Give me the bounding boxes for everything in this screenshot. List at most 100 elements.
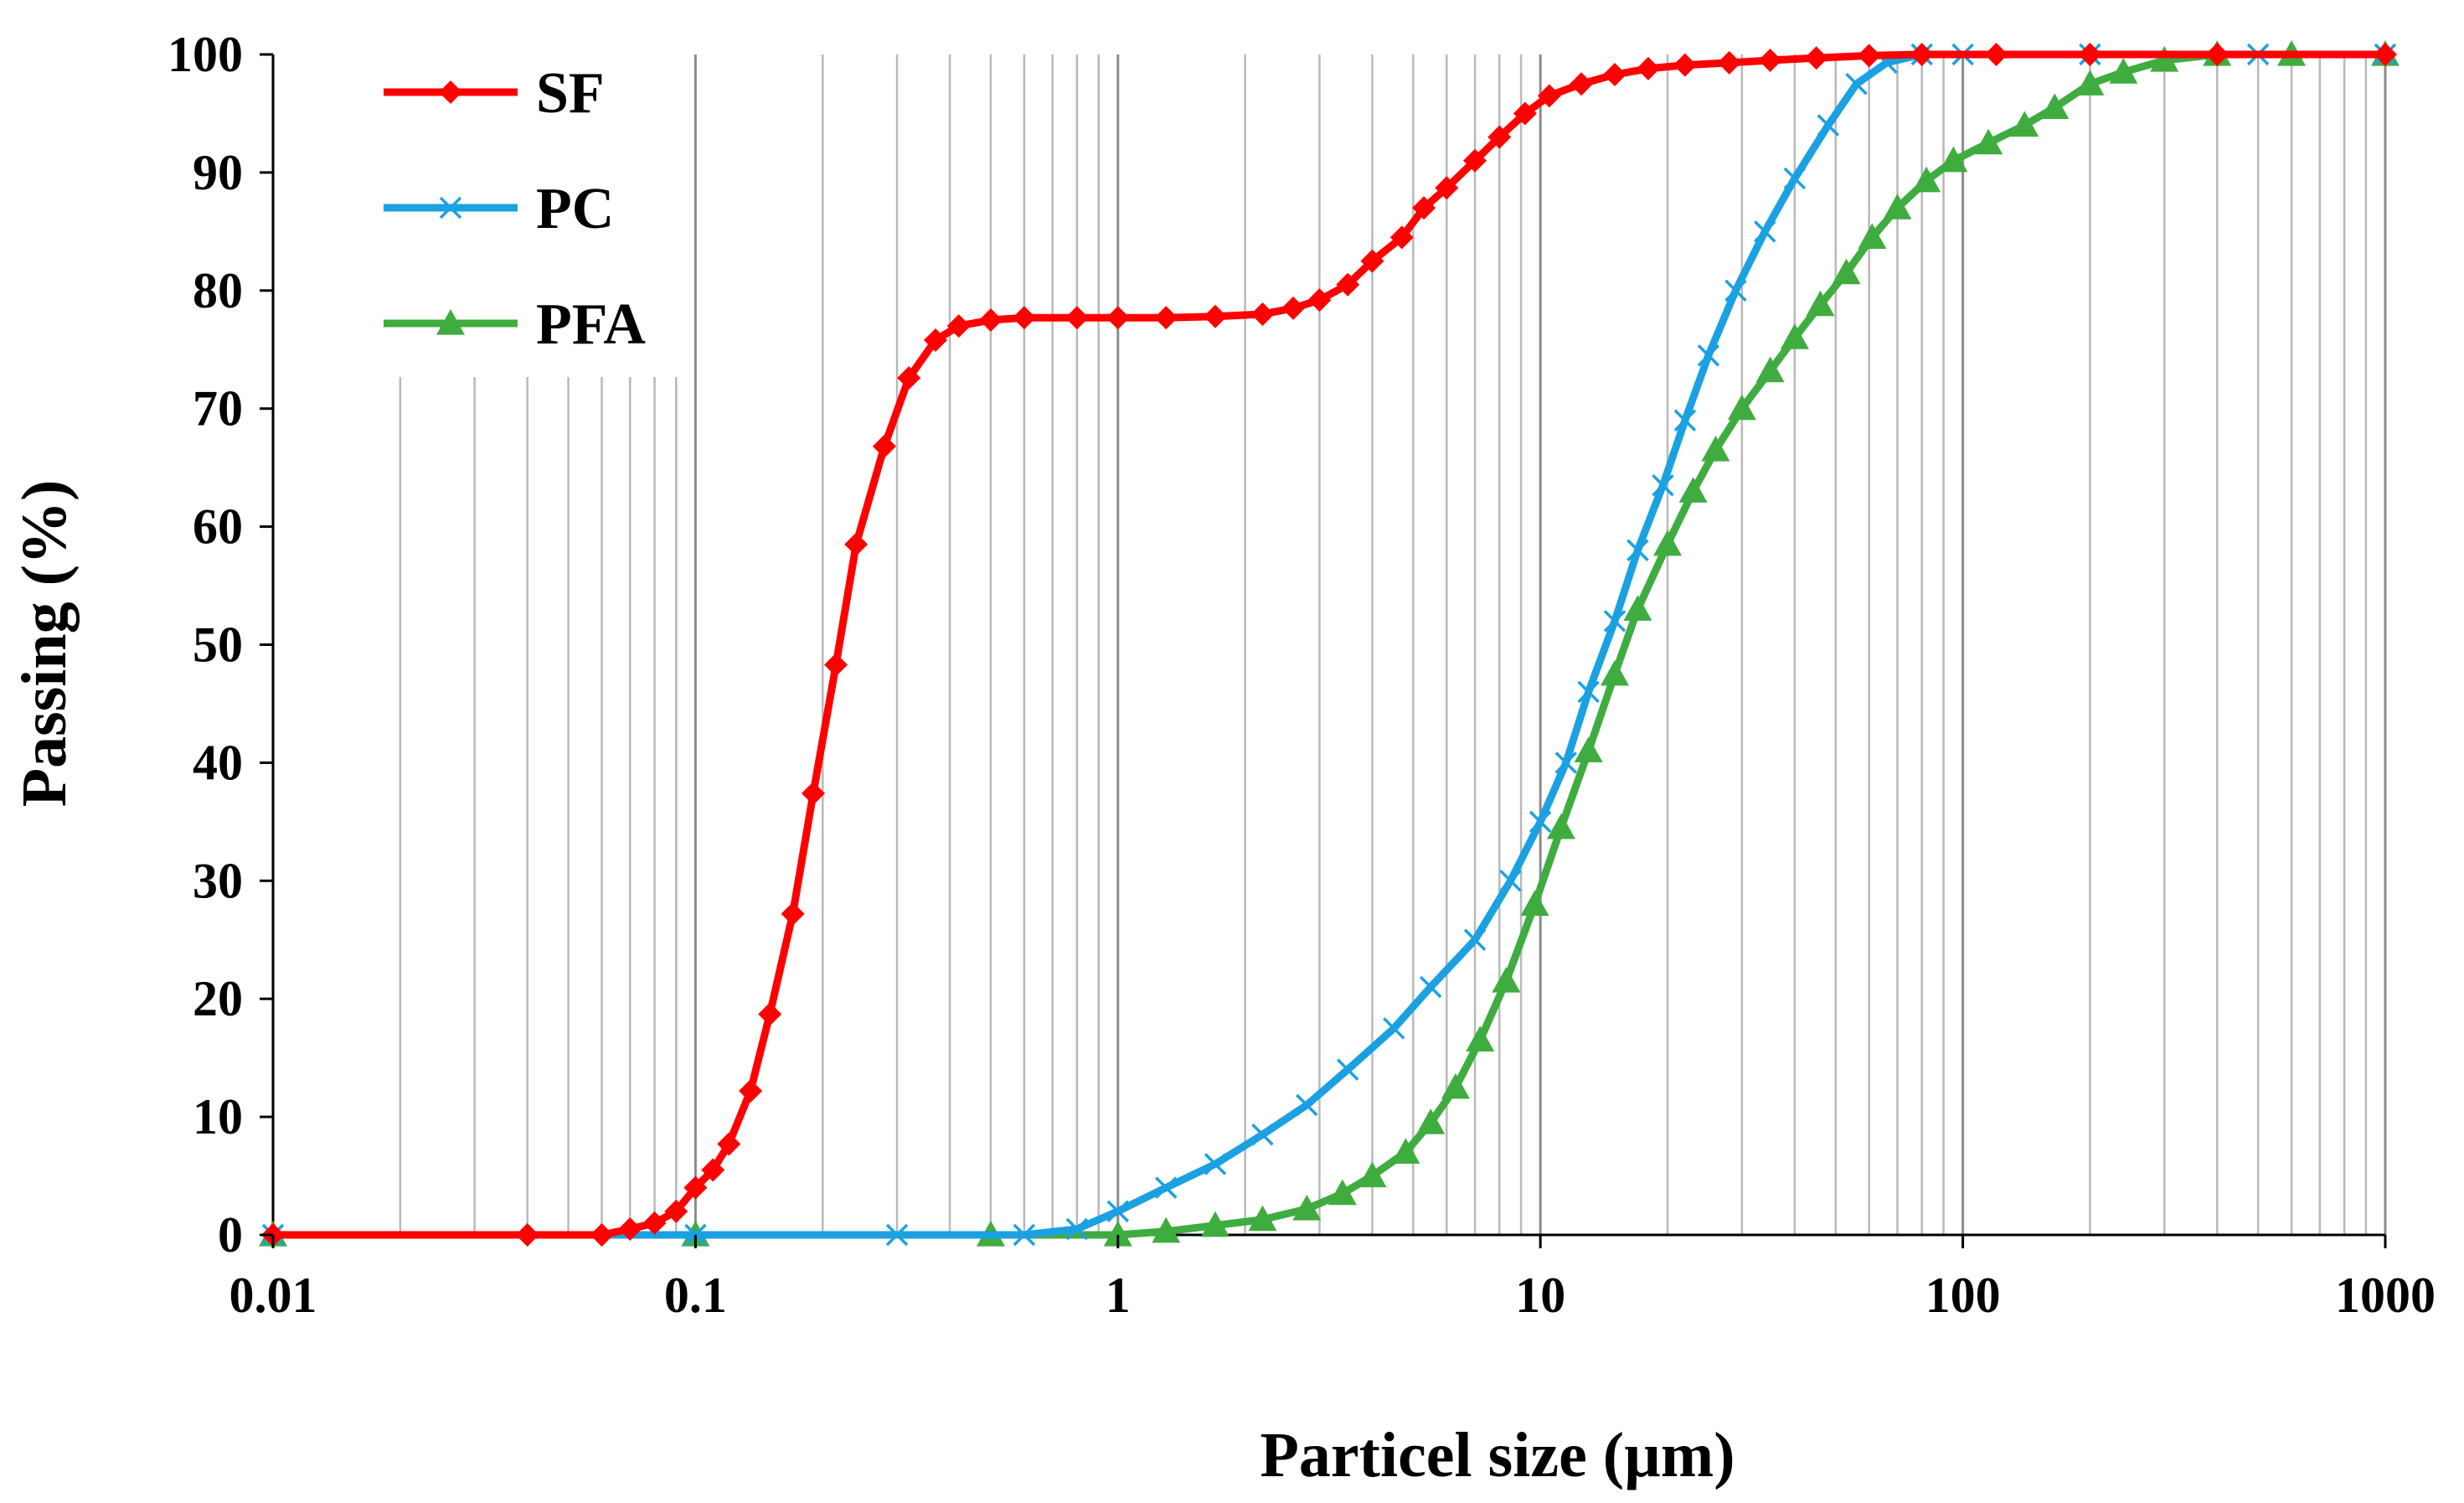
data-point-sf — [872, 434, 896, 458]
data-point-pfa — [1358, 1161, 1387, 1188]
y-tick-label: 40 — [193, 735, 243, 790]
data-point-pc — [1336, 1058, 1359, 1081]
data-point-pfa — [1755, 356, 1785, 383]
data-point-sf — [924, 328, 948, 352]
data-point-pfa — [1601, 659, 1630, 686]
data-point-pc — [1577, 680, 1600, 704]
data-point-sf — [1307, 288, 1332, 312]
legend: SF PC PFA — [384, 61, 646, 357]
data-point-pc — [1383, 1017, 1405, 1040]
data-point-pfa — [1832, 258, 1861, 285]
legend-swatch-marker — [439, 80, 462, 104]
y-axis-title: Passing (%) — [9, 480, 80, 808]
data-point-pfa — [2040, 93, 2070, 120]
data-point-sf — [1412, 196, 1436, 220]
y-tick-label: 80 — [193, 263, 243, 318]
data-point-sf — [2374, 43, 2397, 66]
series-pfa — [259, 40, 2400, 1247]
data-point-pfa — [2109, 58, 2138, 84]
data-point-sf — [1204, 304, 1228, 328]
data-point-pc — [1251, 1123, 1274, 1146]
data-point-pc — [1155, 1176, 1178, 1199]
data-point-sf — [824, 653, 848, 677]
data-point-sf — [2078, 43, 2102, 66]
data-point-pc — [1817, 114, 1840, 137]
data-point-sf — [1673, 53, 1697, 77]
data-point-pfa — [1248, 1205, 1277, 1232]
legend-label: SF — [536, 61, 605, 126]
data-point-sf — [1984, 43, 2008, 66]
legend-swatch-marker — [439, 196, 462, 220]
data-point-pc — [1754, 220, 1776, 243]
data-point-pfa — [1727, 394, 1756, 421]
y-tick-label: 90 — [193, 145, 243, 200]
data-point-pc — [1845, 72, 1868, 96]
data-point-pfa — [1912, 166, 1941, 193]
y-tick-label: 70 — [193, 381, 243, 436]
data-point-sf — [1250, 302, 1275, 326]
data-point-pc — [1626, 539, 1649, 562]
data-point-sf — [1910, 43, 1934, 66]
x-tick-label: 1 — [1106, 1268, 1131, 1323]
data-point-sf — [664, 1199, 688, 1223]
data-point-sf — [978, 308, 1003, 333]
data-point-sf — [1389, 225, 1414, 250]
data-point-pfa — [2075, 70, 2105, 96]
data-point-sf — [1064, 306, 1089, 330]
data-point-pc — [1420, 975, 1442, 999]
data-point-pc — [1013, 1223, 1036, 1247]
data-point-sf — [758, 1002, 782, 1026]
y-tick-label: 100 — [168, 27, 243, 82]
data-point-pfa — [1103, 1221, 1132, 1247]
data-point-sf — [1537, 84, 1561, 108]
data-point-pc — [1106, 1200, 1130, 1223]
data-point-pfa — [1416, 1108, 1446, 1134]
data-point-sf — [946, 314, 971, 338]
data-point-pc — [1603, 610, 1626, 633]
data-point-pfa — [1974, 128, 2003, 155]
data-point-pfa — [2150, 46, 2179, 72]
data-point-sf — [1717, 50, 1741, 75]
data-point-sf — [590, 1223, 614, 1247]
data-point-pc — [1528, 810, 1552, 834]
data-point-pfa — [2010, 111, 2039, 137]
data-point-pc — [1204, 1153, 1227, 1175]
x-tick-label: 10 — [1515, 1268, 1565, 1323]
x-tick-label: 100 — [1925, 1268, 2001, 1323]
data-point-pc — [1065, 1217, 1089, 1241]
legend-item-sf: SF — [384, 61, 605, 126]
data-point-pfa — [1520, 890, 1549, 917]
data-point-pc — [1652, 474, 1674, 497]
data-point-pc — [1554, 752, 1578, 774]
data-point-sf — [1106, 306, 1130, 330]
data-point-pc — [1673, 409, 1697, 432]
legend-label: PC — [536, 177, 614, 241]
data-point-sf — [1758, 49, 1782, 73]
data-point-sf — [1336, 272, 1360, 297]
data-point-sf — [1857, 44, 1881, 68]
data-point-sf — [683, 1175, 708, 1200]
y-tick-label: 50 — [193, 617, 243, 673]
data-point-pfa — [1327, 1179, 1357, 1206]
data-point-pc — [1783, 167, 1807, 190]
data-point-pfa — [1780, 323, 1809, 349]
data-point-sf — [1360, 249, 1384, 273]
data-point-sf — [1570, 72, 1594, 96]
legend-label: PFA — [536, 292, 646, 357]
data-point-pc — [1697, 344, 1720, 367]
data-point-sf — [1804, 46, 1828, 70]
data-point-pc — [885, 1223, 909, 1247]
x-tick-label: 0.01 — [229, 1268, 317, 1323]
data-point-sf — [1487, 125, 1512, 149]
data-point-sf — [1513, 101, 1537, 126]
data-point-sf — [515, 1223, 539, 1247]
data-point-pc — [1724, 279, 1747, 302]
data-point-pfa — [1492, 967, 1521, 993]
legend-item-pfa: PFA — [384, 292, 646, 357]
data-point-sf — [1435, 176, 1459, 200]
data-point-pfa — [1678, 477, 1708, 503]
data-point-pc — [1499, 870, 1522, 892]
data-point-sf — [781, 901, 805, 926]
y-tick-label: 0 — [218, 1207, 243, 1263]
